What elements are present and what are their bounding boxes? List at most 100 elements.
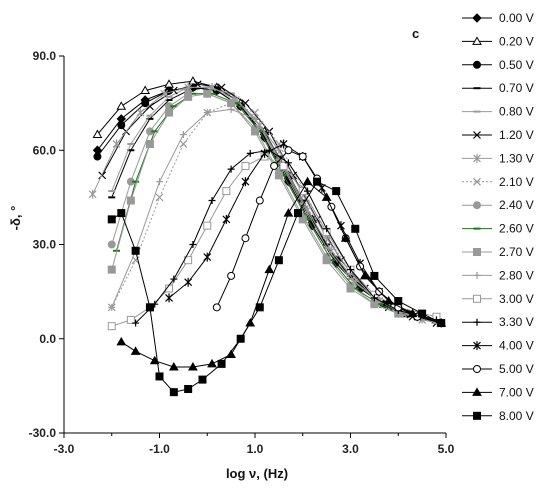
data-point [108,303,116,311]
data-point [359,270,370,280]
legend-label: 0.00 V [499,11,534,25]
y-tick-label: 30.0 [33,238,57,252]
data-point [93,152,102,161]
series-lines [88,76,447,397]
legend-entry: 1.20 V [462,128,534,142]
data-point [236,334,245,343]
legend-label: 1.30 V [499,151,534,165]
data-point [117,209,126,218]
data-point [198,375,207,384]
data-point [370,271,379,280]
data-point [98,171,107,180]
series-11 [108,105,445,327]
y-tick-labels: -30.0 0.0 30.0 60.0 90.0 [29,49,57,440]
legend: 0.00 V 0.20 V 0.50 V 0.70 V 0.80 V 1.20 V 1.30… [462,11,534,423]
data-point [145,303,154,312]
data-point [203,109,211,117]
data-point [217,83,226,92]
data-point [284,159,292,167]
data-point [203,221,212,230]
data-point [246,149,254,157]
data-point [279,139,288,149]
legend-entry: 2.60 V [462,222,534,236]
series-10 [107,89,441,324]
data-point [260,148,269,158]
x-tick-labels: -3.0 -1.0 1.0 3.0 5.0 [54,442,455,456]
data-point [207,358,217,368]
legend-label: 5.00 V [499,362,534,376]
legend-entry: 2.70 V [462,245,534,259]
x-tick-label: -1.0 [149,442,170,456]
series-line [111,86,437,321]
data-point [203,89,212,98]
data-point [227,271,236,280]
data-point [222,214,231,224]
data-point [322,256,331,265]
data-point [279,161,288,170]
legend-marker [473,341,481,351]
data-point [126,196,135,205]
data-point [149,355,160,365]
legend-marker [473,60,481,69]
series-4 [108,86,440,321]
legend-entry: 0.80 V [462,105,534,119]
data-point [117,121,126,130]
data-point [222,187,231,196]
data-point [179,131,187,139]
data-point [130,346,141,355]
data-point [236,102,245,111]
series-line [111,181,442,393]
legend-marker [472,36,482,45]
data-point [351,224,360,233]
legend-label: 4.00 V [499,339,534,353]
data-point [131,256,140,265]
data-point [132,319,140,327]
x-tick-label: 1.0 [247,442,264,456]
legend-label: 2.70 V [499,245,534,259]
series-line [116,93,437,321]
data-point [203,252,212,262]
series-5 [98,80,441,327]
series-line [121,180,442,368]
series-8 [107,89,441,324]
legend-entry: 5.00 V [462,362,534,376]
legend-entry: 0.20 V [462,34,534,48]
series-1 [92,76,442,324]
data-point [340,233,351,242]
data-point [346,284,355,293]
legend-entry: 1.30 V [462,151,534,165]
legend-marker [472,13,482,23]
panel-label: c [412,26,419,41]
series-3 [108,86,440,321]
legend-marker [473,177,481,186]
data-point [212,303,221,312]
legend-marker [473,411,481,420]
legend-label: 8.00 V [499,409,534,423]
data-point [407,308,418,318]
series-16 [116,176,447,371]
data-point [255,196,264,205]
legend-entry: 0.50 V [462,58,534,72]
legend-entry: 2.10 V [462,175,534,189]
data-point [165,293,173,303]
data-point [170,275,178,283]
data-point [370,300,379,309]
y-tick-label: 0.0 [39,332,56,346]
series-line [168,143,442,324]
data-point [251,108,259,117]
data-point [302,176,313,186]
legend-entry: 2.80 V [462,268,534,282]
x-tick-label: 5.0 [438,442,455,456]
series-14 [165,139,446,328]
legend-entry: 4.00 V [462,339,534,353]
y-tick-label: 60.0 [33,143,57,157]
data-point [189,241,197,248]
data-point [208,197,216,205]
data-point [437,319,446,328]
series-7 [107,99,446,327]
legend-marker [473,201,481,210]
data-point [107,240,116,249]
data-point [418,309,427,318]
data-point [283,208,294,217]
